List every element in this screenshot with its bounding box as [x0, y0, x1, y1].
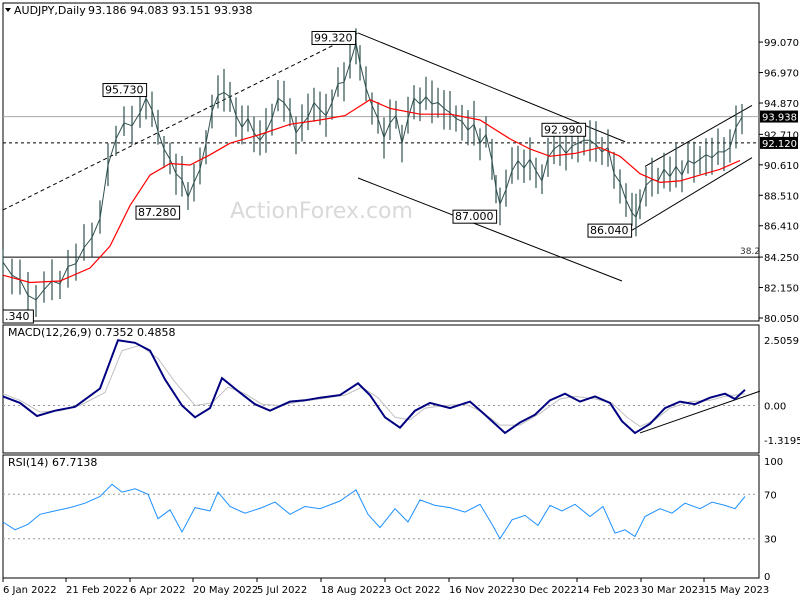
price-annotation-box	[452, 209, 498, 224]
rising-channel-upper	[644, 105, 753, 167]
price-panel	[2, 2, 760, 322]
price-annotation-label: 87.000	[455, 210, 494, 223]
price-annotation-label: 87.280	[138, 206, 177, 219]
price-annotation-label: 92.990	[544, 123, 583, 136]
macd-line	[2, 339, 746, 435]
rsi-layer	[2, 483, 746, 540]
rsi-tick-label: 100	[764, 457, 783, 468]
y-tick-label: 84.250	[764, 253, 799, 264]
rsi-tick-label: 70	[764, 490, 777, 501]
uptrend-dashed-line	[2, 32, 359, 211]
price-annotation-box	[135, 205, 181, 220]
y-tick-label: 86.410	[764, 222, 799, 233]
x-tick-label: 20 May 2022	[193, 585, 258, 596]
price-annotation-box	[311, 30, 357, 45]
macd-tick-label: -1.3195	[764, 436, 800, 447]
x-tick-label: 21 Feb 2022	[66, 585, 128, 596]
chart-header-ohlc: 93.186 94.083 93.151 93.938	[88, 4, 252, 17]
price-badge-label: 92.120	[762, 139, 797, 150]
x-tick-label: 30 Mar 2023	[641, 585, 704, 596]
price-badge-label: 93.938	[762, 113, 797, 124]
price-annotation-box	[102, 83, 148, 98]
y-tick-label: 94.870	[764, 99, 799, 110]
macd-signal-line	[2, 344, 746, 427]
axes-layer: 99.070 96.970 94.870 92.710 90.610 88.510 86.4…	[2, 38, 800, 596]
price-annotation-label: 95.730	[105, 84, 144, 97]
macd-title: MACD(12,26,9) 0.7352 0.4858	[8, 326, 176, 339]
price-annotation-box	[541, 122, 587, 137]
y-tick-label: 82.150	[764, 284, 799, 295]
channel-lower-line	[357, 177, 623, 282]
rsi-panel	[2, 454, 760, 579]
y-tick-label: 80.050	[764, 314, 799, 325]
price-annotation-label: 99.320	[314, 31, 353, 44]
y-tick-label: 99.070	[764, 38, 799, 49]
moving-average-line	[2, 99, 741, 284]
y-tick-label: 96.970	[764, 69, 799, 80]
price-close-line	[2, 42, 743, 301]
annotation-layer: .340 95.730 87.280 99.320 87.000 92.990 86.040	[2, 30, 633, 324]
price-annotation-label: .340	[5, 310, 30, 323]
rising-channel-lower	[631, 157, 753, 231]
x-tick-label: 6 Jan 2022	[3, 585, 57, 596]
rsi-line	[2, 483, 746, 540]
x-tick-label: 5 Jul 2022	[257, 585, 307, 596]
x-tick-label: 14 Feb 2023	[577, 585, 639, 596]
x-tick-label: 18 Aug 2022	[321, 585, 385, 596]
price-annotation-box	[587, 223, 633, 238]
y-tick-label: 90.610	[764, 161, 799, 172]
x-tick-label: 16 Nov 2022	[449, 585, 513, 596]
fib-label: 38.2	[740, 247, 760, 257]
x-tick-label: 6 Apr 2022	[130, 585, 185, 596]
macd-tick-label: 0.00	[764, 402, 786, 413]
macd-tick-label: 2.5059	[764, 336, 799, 347]
rsi-tick-label: 0	[764, 572, 770, 583]
chevron-down-icon[interactable]	[5, 8, 11, 12]
x-tick-label: 3 Oct 2022	[385, 585, 440, 596]
price-badge	[760, 136, 798, 149]
chart-header-symbol: AUDJPY,Daily	[14, 4, 86, 17]
watermark: ActionForex.com	[230, 199, 413, 224]
price-annotation-label: 86.040	[590, 224, 629, 237]
x-tick-label: 15 May 2023	[704, 585, 769, 596]
macd-trendline	[639, 390, 761, 434]
macd-layer	[2, 339, 746, 435]
y-tick-label: 92.710	[764, 130, 799, 141]
rsi-title: RSI(14) 67.7138	[8, 456, 97, 469]
price-annotation-box	[2, 309, 34, 324]
price-layer	[2, 28, 743, 317]
price-badge	[760, 110, 798, 123]
rsi-tick-label: 30	[764, 535, 777, 546]
y-tick-label: 88.510	[764, 191, 799, 202]
grid-layer: 38.2	[3, 116, 760, 540]
x-tick-label: 30 Dec 2022	[513, 585, 577, 596]
